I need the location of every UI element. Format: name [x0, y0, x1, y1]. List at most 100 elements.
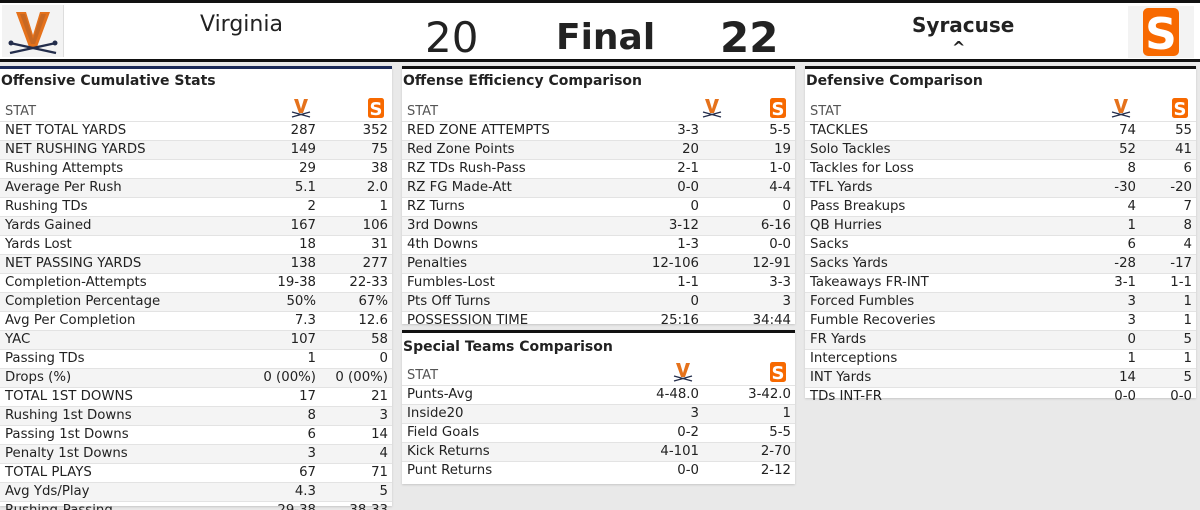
virginia-value: 14: [1050, 368, 1136, 388]
stat-label: RZ FG Made-Att: [402, 178, 619, 198]
svg-text:S: S: [772, 363, 785, 383]
syracuse-value: 5: [1136, 368, 1196, 388]
virginia-value: 6: [246, 425, 316, 445]
virginia-value: 8: [1050, 159, 1136, 179]
syracuse-value: 19: [699, 140, 795, 160]
table-row: Completion Percentage 50% 67%: [0, 292, 392, 312]
table-row: RZ TDs Rush-Pass 2-1 1-0: [402, 159, 795, 179]
stat-column-header: STAT S: [805, 93, 1196, 121]
table-row: Rushing-Passing29-3838-33: [0, 501, 392, 510]
stat-label: RZ Turns: [402, 197, 619, 217]
table-row: Rushing 1st Downs 8 3: [0, 406, 392, 426]
syracuse-value: 1: [1136, 311, 1196, 331]
away-team-name: Virginia: [200, 12, 283, 37]
virginia-value: 6: [1050, 235, 1136, 255]
table-row: FR Yards 0 5: [805, 330, 1196, 350]
stat-label: NET TOTAL YARDS: [0, 121, 246, 141]
virginia-value: 0-2: [619, 423, 699, 443]
table-row: POSSESSION TIME 25:16 34:44: [402, 311, 795, 330]
syracuse-value: 31: [316, 235, 392, 255]
syracuse-value: 106: [316, 216, 392, 236]
virginia-value: 287: [246, 121, 316, 141]
stat-label: Completion-Attempts: [0, 273, 246, 293]
table-row: Forced Fumbles 3 1: [805, 292, 1196, 312]
virginia-value: 18: [246, 235, 316, 255]
table-row: Avg Yds/Play 4.3 5: [0, 482, 392, 502]
defensive-comparison-panel: Defensive Comparison STAT S TACKLES 74 55 S…: [805, 66, 1196, 406]
table-row: RED ZONE ATTEMPTS 3-3 5-5: [402, 121, 795, 141]
table-row: TOTAL 1ST DOWNS 17 21: [0, 387, 392, 407]
virginia-value: 1-3: [619, 235, 699, 255]
table-row: Penalty 1st Downs 3 4: [0, 444, 392, 464]
virginia-value: 3: [246, 444, 316, 464]
stat-label: TDs INT-FR: [805, 387, 1050, 406]
stat-label: TACKLES: [805, 121, 1050, 141]
defense-stats-table: TACKLES 74 55 Solo Tackles 52 41 Tackles for L…: [805, 121, 1196, 406]
table-row: Inside20 3 1: [402, 404, 795, 424]
stat-label: 4th Downs: [402, 235, 619, 255]
stat-label: FR Yards: [805, 330, 1050, 350]
stat-header-label: STAT: [407, 104, 439, 119]
table-row: Punts-Avg 4-48.0 3-42.0: [402, 385, 795, 405]
stat-header-label: STAT: [407, 368, 439, 383]
stat-label: Rushing 1st Downs: [0, 406, 246, 426]
stat-label: Takeaways FR-INT: [805, 273, 1050, 293]
syracuse-value: 41: [1136, 140, 1196, 160]
stat-label: Pass Breakups: [805, 197, 1050, 217]
virginia-logo-icon: [291, 99, 311, 118]
virginia-value: 7.3: [246, 311, 316, 331]
table-row: Rushing Attempts 29 38: [0, 159, 392, 179]
stat-label: Yards Lost: [0, 235, 246, 255]
table-row: TOTAL PLAYS 67 71: [0, 463, 392, 483]
virginia-value: 3-12: [619, 216, 699, 236]
virginia-value: 0: [1050, 330, 1136, 350]
syracuse-value: 0 (00%): [316, 368, 392, 388]
svg-text:S: S: [1174, 99, 1187, 119]
virginia-value: 2: [246, 197, 316, 217]
syracuse-value: 38-33: [316, 501, 392, 510]
syracuse-value: 34:44: [699, 311, 795, 330]
stat-label: Forced Fumbles: [805, 292, 1050, 312]
syracuse-value: 12-91: [699, 254, 795, 274]
stat-label: Tackles for Loss: [805, 159, 1050, 179]
stat-label: Passing TDs: [0, 349, 246, 369]
offense-efficiency-panel: Offense Efficiency Comparison STAT S RED…: [402, 66, 795, 330]
table-row: Field Goals 0-2 5-5: [402, 423, 795, 443]
syracuse-value: 1-1: [1136, 273, 1196, 293]
virginia-value: 0: [619, 292, 699, 312]
virginia-value: 138: [246, 254, 316, 274]
virginia-value: 4-48.0: [619, 385, 699, 405]
table-row: Pts Off Turns 0 3: [402, 292, 795, 312]
stat-label: TOTAL PLAYS: [0, 463, 246, 483]
table-row: Yards Lost 18 31: [0, 235, 392, 255]
stat-label: Rushing Attempts: [0, 159, 246, 179]
virginia-value: 29: [246, 159, 316, 179]
syracuse-value: 58: [316, 330, 392, 350]
virginia-value: 3-1: [1050, 273, 1136, 293]
syracuse-value: 21: [316, 387, 392, 407]
stat-label: RED ZONE ATTEMPTS: [402, 121, 619, 141]
stat-label: NET RUSHING YARDS: [0, 140, 246, 160]
syracuse-value: 8: [1136, 216, 1196, 236]
table-row: Takeaways FR-INT 3-1 1-1: [805, 273, 1196, 293]
table-row: RZ Turns 0 0: [402, 197, 795, 217]
table-row: NET TOTAL YARDS 287 352: [0, 121, 392, 141]
syracuse-value: 6: [1136, 159, 1196, 179]
stat-label: Rushing-Passing: [0, 501, 246, 510]
syracuse-value: 2-12: [699, 461, 795, 480]
syracuse-value: 12.6: [316, 311, 392, 331]
syracuse-value: 5: [316, 482, 392, 502]
table-row: TDs INT-FR 0-0 0-0: [805, 387, 1196, 406]
virginia-value: 5.1: [246, 178, 316, 198]
virginia-value: 167: [246, 216, 316, 236]
stat-label: POSSESSION TIME: [402, 311, 619, 330]
syracuse-value: 4: [316, 444, 392, 464]
syracuse-value: 3: [699, 292, 795, 312]
stat-label: Red Zone Points: [402, 140, 619, 160]
scoreboard-header: Virginia 20 Final 22 Syracuse ^ S: [0, 0, 1200, 62]
syracuse-value: 14: [316, 425, 392, 445]
syracuse-value: 1: [1136, 292, 1196, 312]
table-row: Tackles for Loss 8 6: [805, 159, 1196, 179]
table-row: Kick Returns 4-101 2-70: [402, 442, 795, 462]
stat-label: TOTAL 1ST DOWNS: [0, 387, 246, 407]
